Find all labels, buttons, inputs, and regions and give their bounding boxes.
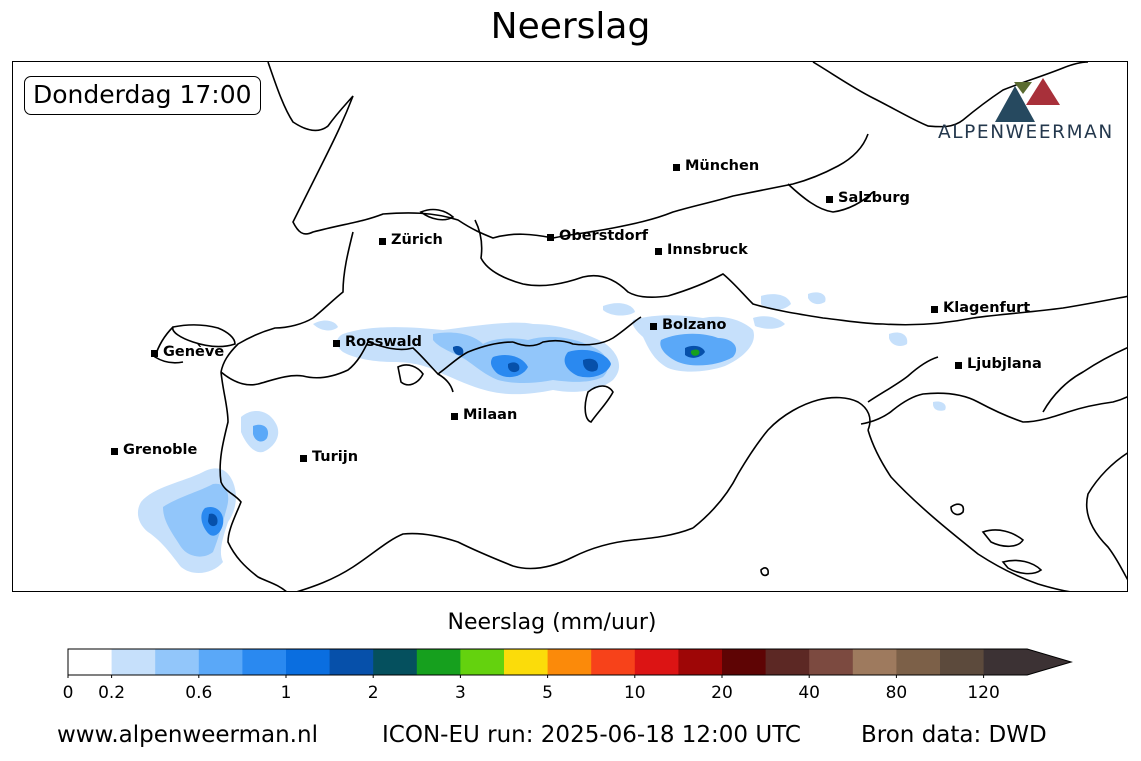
colorbar-segment [373, 649, 418, 675]
colorbar-tick-label: 0.6 [185, 683, 213, 703]
colorbar-segment [504, 649, 548, 675]
colorbar-segment [852, 649, 897, 675]
colorbar-tick-label: 5 [542, 683, 554, 703]
alpenweerman-logo: ALPENWEERMAN [936, 74, 1121, 146]
colorbar-outline [67, 648, 1073, 676]
colorbar-segment [329, 649, 374, 675]
colorbar-segment [198, 649, 243, 675]
colorbar-segment [678, 649, 723, 675]
colorbar-segment [286, 649, 330, 675]
colorbar-segment [896, 649, 941, 675]
precipitation-map [12, 61, 1128, 592]
colorbar-tick-label: 120 [967, 683, 1000, 703]
colorbar-segment [765, 649, 810, 675]
colorbar-tick-label: 80 [885, 683, 908, 703]
colorbar [67, 648, 1073, 678]
colorbar-tick-label: 20 [711, 683, 733, 703]
country-borders [154, 62, 1127, 591]
footer-data-source: Bron data: DWD [861, 722, 1047, 748]
colorbar-segment [155, 649, 200, 675]
colorbar-title: Neerslag (mm/uur) [447, 610, 657, 635]
chart-title: Neerslag [490, 6, 651, 47]
footer-website: www.alpenweerman.nl [57, 722, 318, 748]
forecast-time-label: Donderdag 17:00 [24, 76, 261, 115]
colorbar-segment [547, 649, 592, 675]
colorbar-tick-label: 2 [367, 683, 379, 703]
colorbar-segment [722, 649, 766, 675]
colorbar-segment [460, 649, 505, 675]
colorbar-tick-label: 1 [280, 683, 292, 703]
colorbar-tick-label: 40 [798, 683, 821, 703]
colorbar-segment [416, 649, 461, 675]
colorbar-segment [983, 649, 1028, 675]
colorbar-segment [591, 649, 636, 675]
logo-text: ALPENWEERMAN [938, 122, 1114, 143]
precipitation-areas [137, 292, 946, 574]
footer-model-run: ICON-EU run: 2025-06-18 12:00 UTC [382, 722, 801, 748]
colorbar-segment [111, 649, 156, 675]
colorbar-tick-label: 0 [62, 683, 74, 703]
colorbar-segment [242, 649, 287, 675]
colorbar-tick-label: 0.2 [98, 683, 126, 703]
colorbar-tick-label: 3 [454, 683, 466, 703]
colorbar-segment [940, 649, 984, 675]
colorbar-extend-arrow [1027, 649, 1072, 675]
colorbar-segment [68, 649, 112, 675]
colorbar-tick-label: 10 [623, 683, 646, 703]
colorbar-segment [634, 649, 679, 675]
logo-mountains-icon [995, 78, 1060, 122]
colorbar-segment [809, 649, 854, 675]
